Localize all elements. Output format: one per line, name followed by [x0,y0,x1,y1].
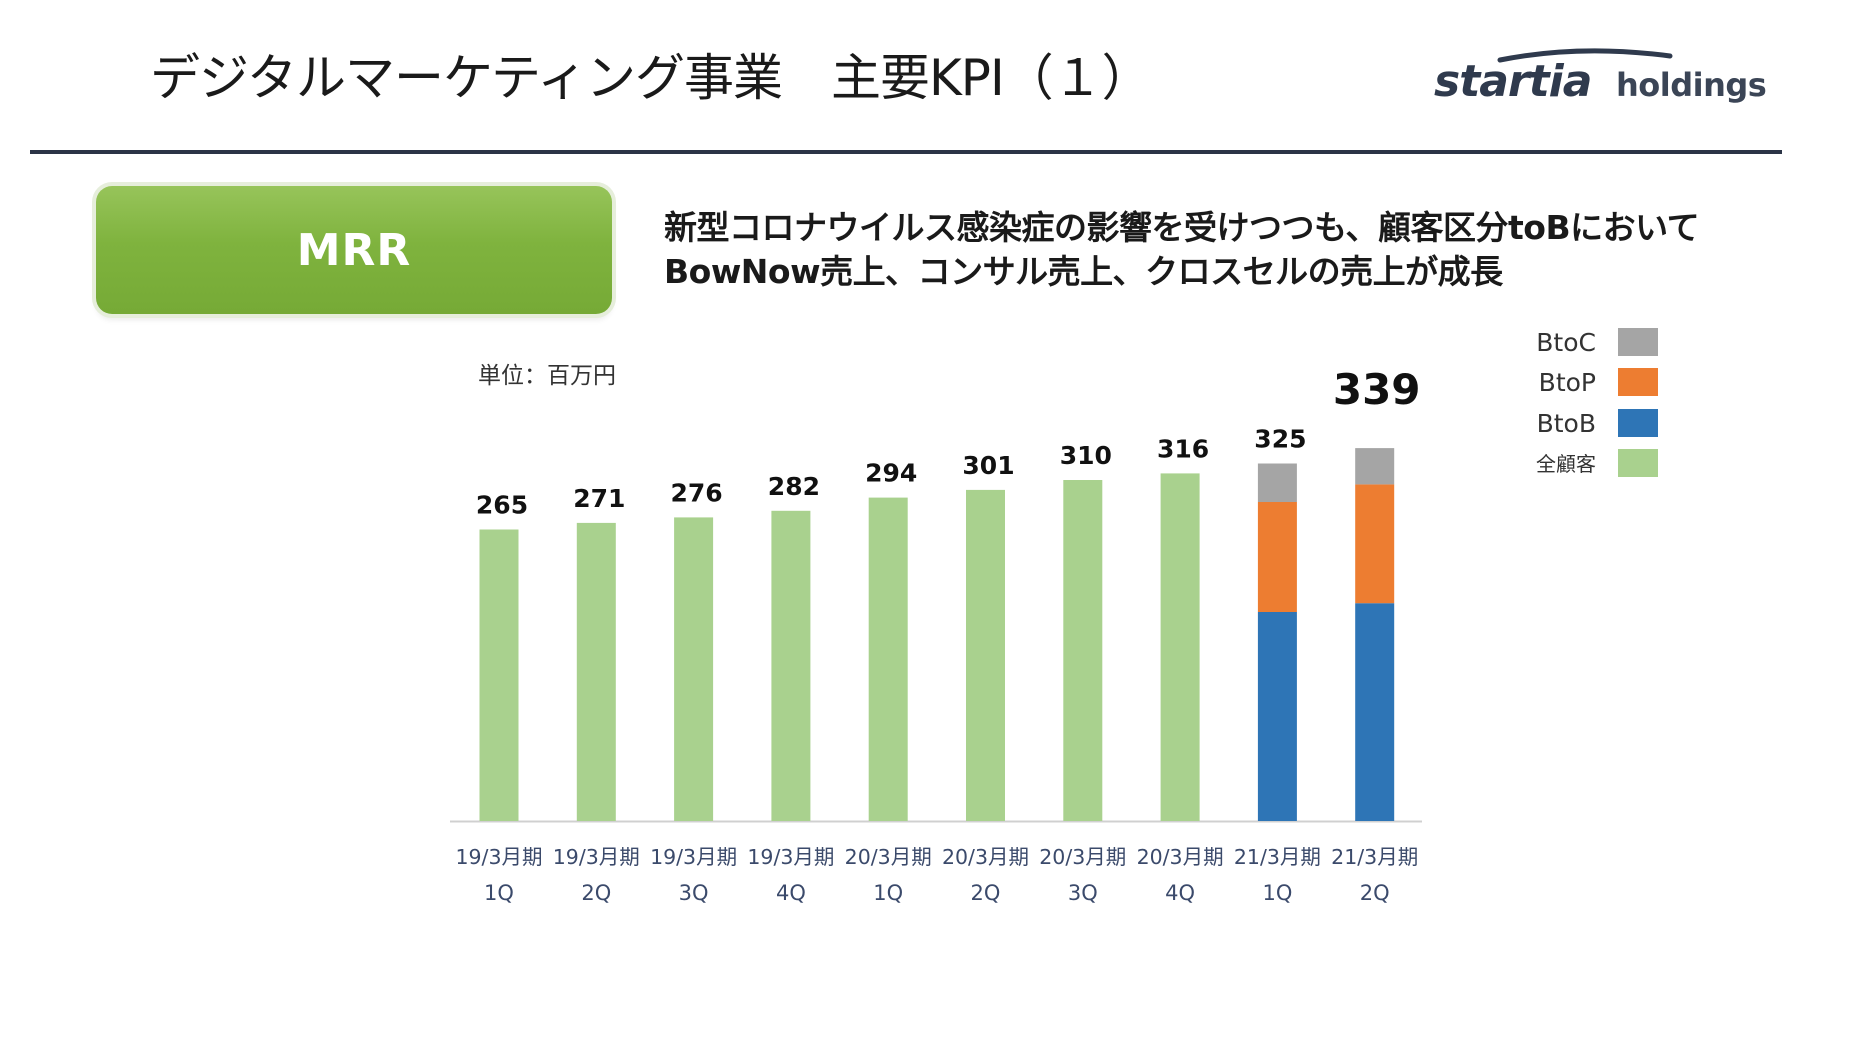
data-label: 325 [1254,425,1306,454]
x-tick-label-quarter: 4Q [776,881,806,905]
legend-item-btob: BtoB [1520,409,1660,439]
data-label: 316 [1157,434,1209,463]
bar-segment-btoc [1257,463,1297,502]
x-tick-label-quarter: 1Q [873,881,903,905]
x-tick-label-quarter: 3Q [679,881,709,905]
x-tick-label-quarter: 2Q [581,881,611,905]
bar-segment-btob [1355,603,1395,821]
headline-line-2: BowNow売上、コンサル売上、クロスセルの売上が成長 [664,252,1503,291]
headline: 新型コロナウイルス感染症の影響を受けつつも、顧客区分toBにおいて BowNow… [664,206,1744,294]
data-label: 301 [962,451,1014,480]
logo-sub-text: holdings [1616,66,1767,104]
legend-item-btop: BtoP [1520,368,1660,398]
data-label: 294 [865,459,917,488]
kpi-badge: MRR [96,186,612,314]
x-tick-label-period: 21/3月期 [1234,845,1321,869]
legend-label-all-customers: 全顧客 [1536,452,1596,476]
bar-all-customers [1160,473,1200,821]
x-tick-label-quarter: 4Q [1165,881,1195,905]
x-tick-label-quarter: 2Q [1360,881,1390,905]
legend-swatch-all-customers [1618,449,1658,477]
legend-label-btob: BtoB [1536,409,1596,438]
x-tick-label-period: 20/3月期 [845,845,932,869]
bar-all-customers [1063,480,1103,821]
data-label: 276 [671,478,723,507]
page-title: デジタルマーケティング事業 主要KPI（１） [150,49,1152,107]
x-tick-label-period: 20/3月期 [1039,845,1126,869]
bar-all-customers [479,529,519,821]
legend-item-all-customers: 全顧客 [1520,449,1660,479]
x-tick-label-period: 19/3月期 [553,845,640,869]
header-divider [30,150,1782,154]
x-tick-label-quarter: 2Q [971,881,1001,905]
headline-line-1: 新型コロナウイルス感染症の影響を受けつつも、顧客区分toBにおいて [664,208,1700,247]
legend-item-btoc: BtoC [1520,328,1660,358]
legend-swatch-btob [1618,409,1658,437]
bar-all-customers [868,497,908,821]
x-tick-label-period: 20/3月期 [942,845,1029,869]
unit-label: 単位：百万円 [478,363,616,389]
bar-all-customers [966,489,1005,821]
x-tick-label-quarter: 3Q [1068,881,1098,905]
x-tick-label-period: 19/3月期 [747,845,834,869]
bar-segment-btop [1257,502,1297,612]
bar-all-customers [576,522,616,821]
startia-logo: startia holdings [1430,38,1770,108]
data-label: 271 [573,484,625,513]
data-label: 310 [1060,441,1112,470]
x-tick-label-period: 20/3月期 [1137,845,1224,869]
x-tick-label-period: 19/3月期 [650,845,737,869]
data-label: 265 [476,491,528,520]
bar-segment-btoc [1355,448,1395,485]
data-label: 339 [1333,365,1421,414]
legend-swatch-btop [1618,368,1658,396]
data-label: 282 [768,472,820,501]
legend-swatch-btoc [1618,328,1658,356]
bar-segment-btop [1355,484,1395,604]
bar-all-customers [771,510,811,821]
legend-label-btop: BtoP [1538,368,1596,397]
logo-swoosh-icon [1497,48,1673,63]
kpi-badge-label: MRR [296,224,412,276]
x-tick-label-period: 19/3月期 [455,845,542,869]
x-tick-label-quarter: 1Q [484,881,514,905]
bar-all-customers [674,517,714,821]
bar-segment-btob [1257,612,1297,821]
x-tick-label-period: 21/3月期 [1331,845,1418,869]
legend-label-btoc: BtoC [1536,328,1596,357]
logo-main-text: startia [1434,56,1592,107]
x-tick-label-quarter: 1Q [1262,881,1292,905]
